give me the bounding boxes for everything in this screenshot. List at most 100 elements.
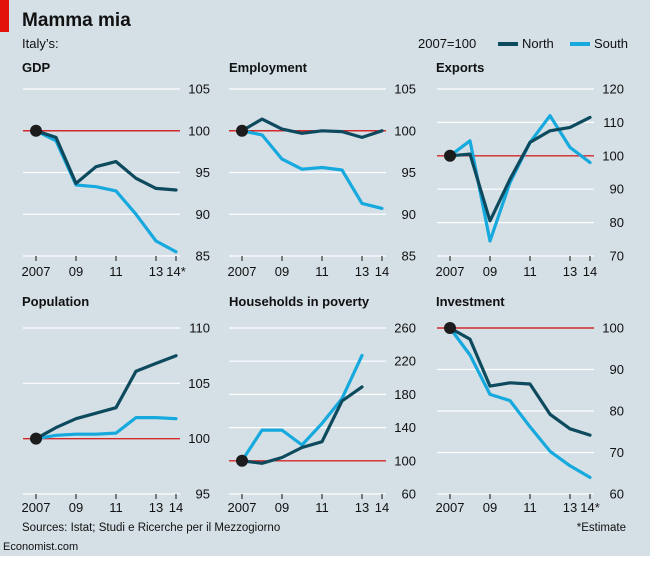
panel-employment: Employment 85 90 95 100 105 2007 09 11 13 14 bbox=[228, 60, 416, 279]
x-tick-label-population-2007: 2007 bbox=[22, 500, 51, 515]
y-tick-label-gdp-105: 105 bbox=[188, 82, 210, 97]
x-tick-label-gdp-2014: 14* bbox=[166, 264, 186, 279]
chart-subtitle: Italy’s: bbox=[22, 36, 59, 51]
x-tick-label-exports-2013: 13 bbox=[563, 264, 577, 279]
y-tick-label-gdp-95: 95 bbox=[196, 165, 210, 180]
series-line-employment-north bbox=[240, 117, 384, 139]
y-tick-label-employment-90: 90 bbox=[402, 207, 416, 222]
brand-logo-text: Economist.com bbox=[3, 541, 78, 553]
y-tick-label-exports-100: 100 bbox=[602, 148, 624, 163]
panel-title-population: Population bbox=[22, 294, 89, 309]
x-tick-label-households-in-poverty-2014: 14 bbox=[375, 500, 389, 515]
y-tick-label-gdp-90: 90 bbox=[196, 207, 210, 222]
x-tick-label-investment-2014: 14* bbox=[580, 500, 600, 515]
y-tick-label-exports-110: 110 bbox=[603, 115, 624, 130]
y-tick-label-households-in-poverty-140: 140 bbox=[394, 420, 416, 435]
panel-title-investment: Investment bbox=[436, 294, 505, 309]
x-tick-label-employment-2014: 14 bbox=[375, 264, 389, 279]
series-line-exports-north bbox=[448, 115, 592, 223]
source-note: Sources: Istat; Studi e Ricerche per il … bbox=[22, 522, 280, 534]
y-tick-label-households-in-poverty-180: 180 bbox=[394, 387, 416, 402]
base-marker-investment bbox=[444, 322, 456, 334]
series-line-investment-north bbox=[448, 326, 592, 437]
series-line-households-in-poverty-north bbox=[240, 385, 364, 465]
panel-title-gdp: GDP bbox=[22, 60, 51, 75]
footnote: *Estimate bbox=[577, 522, 626, 534]
x-tick-label-households-in-poverty-2007: 2007 bbox=[228, 500, 257, 515]
series-line-population-south bbox=[34, 416, 178, 441]
x-tick-label-investment-2011: 11 bbox=[523, 500, 537, 515]
legend-label-south: South bbox=[594, 36, 628, 51]
x-tick-label-households-in-poverty-2011: 11 bbox=[315, 500, 329, 515]
x-tick-label-exports-2011: 11 bbox=[523, 264, 537, 279]
y-tick-label-households-in-poverty-60: 60 bbox=[402, 487, 416, 502]
brand-tab bbox=[0, 0, 9, 32]
legend-label-north: North bbox=[522, 36, 554, 51]
y-tick-label-exports-90: 90 bbox=[610, 182, 624, 197]
x-tick-label-investment-2009: 09 bbox=[483, 500, 497, 515]
x-tick-label-population-2011: 11 bbox=[109, 500, 123, 515]
panel-title-households-in-poverty: Households in poverty bbox=[229, 294, 370, 309]
y-tick-label-gdp-85: 85 bbox=[196, 249, 210, 264]
series-line-households-in-poverty-south bbox=[240, 353, 364, 463]
x-tick-label-gdp-2011: 11 bbox=[109, 264, 123, 279]
x-tick-label-gdp-2013: 13 bbox=[149, 264, 163, 279]
x-tick-label-exports-2009: 09 bbox=[483, 264, 497, 279]
y-tick-label-households-in-poverty-220: 220 bbox=[394, 354, 416, 369]
x-tick-label-exports-2007: 2007 bbox=[436, 264, 465, 279]
panel-title-employment: Employment bbox=[229, 60, 308, 75]
series-line-population-north bbox=[34, 354, 178, 441]
x-tick-label-gdp-2007: 2007 bbox=[22, 264, 51, 279]
y-tick-label-population-110: 110 bbox=[189, 321, 210, 336]
x-tick-label-households-in-poverty-2013: 13 bbox=[355, 500, 369, 515]
x-tick-label-population-2014: 14 bbox=[169, 500, 183, 515]
x-tick-label-exports-2014: 14 bbox=[583, 264, 597, 279]
x-tick-label-households-in-poverty-2009: 09 bbox=[275, 500, 289, 515]
y-tick-label-exports-80: 80 bbox=[610, 215, 624, 230]
series-line-gdp-north bbox=[34, 129, 178, 192]
base-marker-exports bbox=[444, 149, 456, 162]
x-tick-label-gdp-2009: 09 bbox=[69, 264, 83, 279]
y-tick-label-exports-120: 120 bbox=[602, 82, 624, 97]
y-tick-label-employment-100: 100 bbox=[394, 123, 416, 138]
panel-title-exports: Exports bbox=[436, 60, 484, 75]
panel-households-in-poverty: Households in poverty 60 100 140 180 220 260 20… bbox=[228, 294, 416, 515]
x-tick-label-investment-2007: 2007 bbox=[436, 500, 465, 515]
y-tick-label-investment-100: 100 bbox=[602, 321, 624, 336]
series-line-investment-south bbox=[448, 326, 592, 479]
x-tick-label-investment-2013: 13 bbox=[563, 500, 577, 515]
panel-gdp: GDP 85 90 95 100 105 2007 09 11 13 14* bbox=[22, 60, 210, 279]
x-tick-label-employment-2011: 11 bbox=[315, 264, 329, 279]
y-tick-label-investment-90: 90 bbox=[610, 362, 624, 377]
y-tick-label-employment-85: 85 bbox=[402, 249, 416, 264]
legend-base-label: 2007=100 bbox=[418, 36, 476, 51]
base-marker-employment bbox=[236, 124, 248, 137]
y-tick-label-population-95: 95 bbox=[196, 487, 210, 502]
base-marker-population bbox=[30, 432, 42, 445]
chart-title: Mamma mia bbox=[22, 10, 131, 31]
panel-population: Population 95 100 105 110 2007 09 11 13 14 bbox=[22, 294, 210, 515]
x-tick-label-population-2013: 13 bbox=[149, 500, 163, 515]
panel-investment: Investment 60 70 80 90 100 2007 09 11 13 14* bbox=[436, 294, 624, 515]
y-tick-label-households-in-poverty-100: 100 bbox=[394, 453, 416, 468]
y-tick-label-exports-70: 70 bbox=[610, 249, 624, 264]
x-tick-label-employment-2013: 13 bbox=[355, 264, 369, 279]
series-line-employment-south bbox=[240, 129, 384, 210]
y-tick-label-investment-70: 70 bbox=[610, 445, 624, 460]
x-tick-label-population-2009: 09 bbox=[69, 500, 83, 515]
base-marker-gdp bbox=[30, 124, 42, 137]
y-tick-label-gdp-100: 100 bbox=[188, 123, 210, 138]
y-tick-label-households-in-poverty-260: 260 bbox=[394, 321, 416, 336]
y-tick-label-investment-60: 60 bbox=[610, 487, 624, 502]
base-marker-households-in-poverty bbox=[236, 454, 248, 467]
panel-exports: Exports 70 80 90 100 110 120 2007 09 11 13 14 bbox=[436, 60, 624, 279]
y-tick-label-employment-95: 95 bbox=[402, 165, 416, 180]
y-tick-label-investment-80: 80 bbox=[610, 404, 624, 419]
x-tick-label-employment-2009: 09 bbox=[275, 264, 289, 279]
x-tick-label-employment-2007: 2007 bbox=[228, 264, 257, 279]
y-tick-label-employment-105: 105 bbox=[394, 82, 416, 97]
